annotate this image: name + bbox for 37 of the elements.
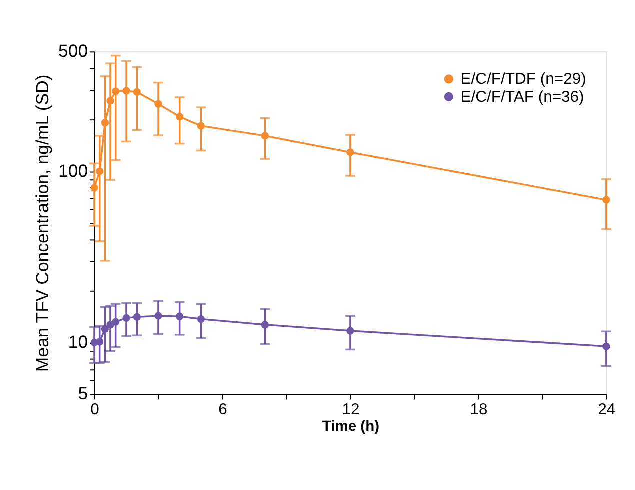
point	[154, 312, 162, 320]
point	[602, 342, 610, 350]
point	[106, 97, 114, 105]
y-axis-title: Mean TFV Concentration, ng/mL (SD)	[32, 74, 53, 372]
x-tick-label: 24	[598, 401, 616, 418]
point	[112, 318, 120, 326]
x-axis-title: Time (h)	[322, 419, 380, 436]
point	[176, 113, 184, 121]
point	[602, 196, 610, 204]
point	[197, 122, 205, 130]
point	[122, 314, 130, 322]
point	[90, 184, 98, 192]
point	[154, 100, 162, 108]
x-tick-label: 18	[470, 401, 488, 418]
point	[101, 325, 109, 333]
point	[346, 148, 354, 156]
legend-label: E/C/F/TDF (n=29)	[460, 71, 586, 88]
point	[197, 315, 205, 324]
x-tick-label: 0	[90, 401, 100, 418]
point	[101, 119, 109, 127]
x-tick-label: 12	[342, 401, 360, 418]
point	[112, 88, 120, 96]
legend-label: E/C/F/TAF (n=36)	[460, 88, 584, 106]
point	[96, 168, 104, 176]
y-tick-label: 10	[68, 332, 88, 352]
y-tick-label: 500	[58, 41, 88, 62]
point	[96, 338, 104, 346]
point	[176, 312, 184, 320]
point	[122, 87, 130, 95]
point	[133, 313, 141, 321]
point	[261, 321, 269, 329]
y-tick-label: 100	[58, 160, 88, 181]
x-tick-label: 6	[218, 401, 228, 418]
point	[346, 327, 354, 335]
point	[133, 88, 141, 96]
y-tick-label: 5	[78, 384, 88, 404]
point	[261, 132, 269, 140]
